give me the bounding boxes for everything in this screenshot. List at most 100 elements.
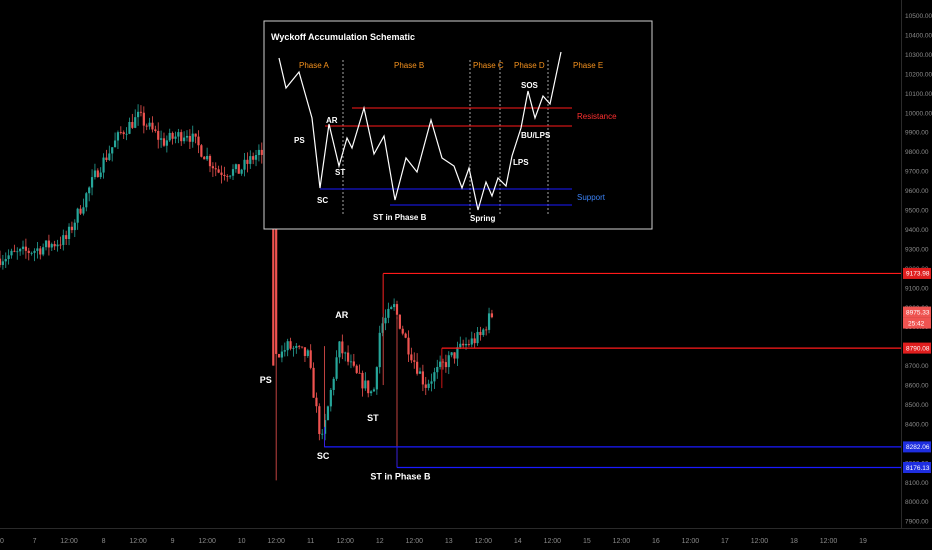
candle-body: [206, 155, 209, 160]
candle: [136, 104, 140, 126]
y-tick-label: 8000.00: [905, 499, 929, 506]
candle-body: [329, 389, 332, 407]
candle: [194, 133, 197, 144]
candle: [326, 405, 330, 421]
candle: [433, 367, 436, 389]
candle: [116, 130, 120, 149]
y-tick-label: 10300.00: [905, 52, 932, 59]
x-tick-label: 12:00: [682, 538, 700, 545]
candle-body: [292, 347, 295, 349]
price-tags: 9173.98 8790.08 8282.06 8176.13 8975.33 25:42: [903, 267, 931, 473]
candle-body: [116, 132, 120, 141]
candle: [0, 250, 2, 268]
candle: [16, 247, 19, 260]
candle-body: [473, 338, 476, 344]
candle: [70, 221, 74, 234]
candle-body: [142, 112, 145, 126]
candle: [387, 302, 390, 324]
candle: [315, 392, 318, 413]
x-axis[interactable]: 00 7 12:00 8 12:00 9 12:00 10 12:00 11 12:00 12 12:0…: [0, 538, 867, 545]
candle: [122, 130, 125, 139]
candle-body: [194, 133, 197, 137]
candle: [338, 340, 341, 364]
candle: [142, 106, 145, 134]
x-tick-label: 14: [514, 538, 522, 545]
candle: [323, 413, 327, 441]
candle: [487, 307, 491, 334]
x-tick-label: 12:00: [544, 538, 562, 545]
candle-body: [298, 345, 301, 347]
candle-body: [21, 246, 25, 249]
candle: [476, 326, 479, 346]
candle: [67, 223, 71, 246]
candle: [413, 352, 416, 369]
candle: [303, 347, 307, 363]
candle: [24, 238, 27, 259]
candlestick-series: [0, 104, 494, 481]
annotation-label: SC: [317, 451, 330, 461]
candle-body: [393, 304, 396, 308]
candle-body: [418, 371, 422, 374]
candle-body: [470, 338, 473, 345]
candle: [191, 125, 194, 148]
candle-body: [111, 147, 114, 154]
candle-body: [0, 258, 2, 265]
candle-body: [42, 247, 45, 255]
candle-body: [254, 155, 258, 160]
candle-body: [361, 372, 364, 389]
candle: [171, 131, 174, 145]
candle: [162, 132, 166, 147]
candle-body: [125, 133, 128, 135]
candle-body: [381, 323, 384, 333]
candle-body: [211, 166, 214, 169]
candle-body: [384, 317, 387, 324]
candle: [450, 351, 453, 358]
candle: [367, 380, 370, 398]
x-tick-label: 13: [445, 538, 453, 545]
candle-body: [53, 244, 56, 247]
annotation-label: ST in Phase B: [370, 471, 431, 481]
candle: [128, 117, 131, 135]
candle-body: [476, 331, 479, 344]
candle: [427, 379, 430, 391]
candle: [283, 342, 286, 357]
candle: [335, 350, 338, 381]
candle: [168, 128, 171, 143]
support-label: Support: [577, 193, 606, 202]
candle-body: [82, 207, 85, 214]
candle-body: [490, 313, 494, 318]
candle-body: [73, 222, 76, 231]
x-tick-label: 00: [0, 538, 4, 545]
price-tag: [903, 461, 931, 473]
candle-body: [372, 389, 376, 392]
price-tag: [903, 306, 931, 318]
candle-body: [102, 157, 105, 173]
candle: [39, 246, 42, 260]
candle: [111, 147, 114, 162]
candle-body: [318, 406, 321, 435]
candle: [318, 403, 321, 441]
candle: [154, 125, 157, 133]
countdown-tag: [903, 317, 931, 329]
candle-body: [191, 133, 194, 142]
candle: [113, 132, 117, 148]
candle-body: [485, 329, 488, 331]
candle-body: [59, 244, 62, 246]
candle-body: [7, 255, 10, 260]
candle-body: [427, 383, 430, 388]
candle-body: [226, 176, 229, 177]
candle-body: [128, 121, 131, 134]
candle-body: [312, 367, 315, 398]
price-tag: [903, 342, 931, 354]
candle: [21, 240, 25, 255]
candle: [13, 244, 16, 253]
phase-label: Phase C: [473, 61, 504, 70]
candle: [416, 353, 419, 376]
candle: [395, 300, 399, 320]
candle-body: [456, 347, 459, 359]
candle: [76, 207, 79, 230]
candle: [364, 372, 367, 391]
candle-body: [93, 170, 97, 178]
price-tag-text: 8176.13: [906, 465, 930, 472]
